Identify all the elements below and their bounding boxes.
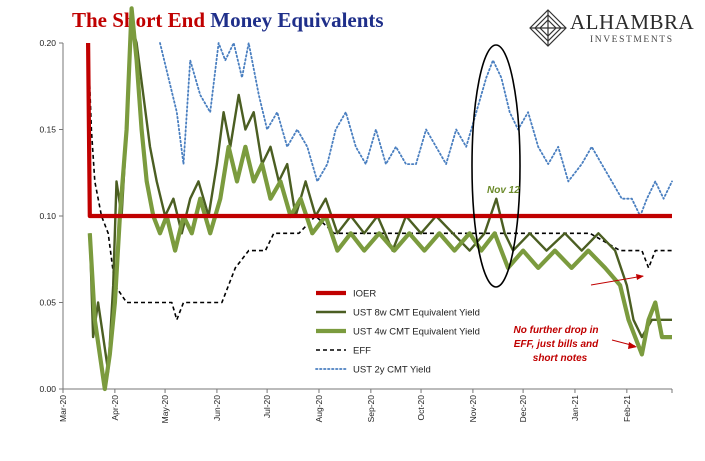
series-line-4 bbox=[159, 42, 673, 217]
x-tick-label: Feb-21 bbox=[622, 395, 632, 422]
alhambra-diamond-icon bbox=[529, 9, 567, 47]
x-tick-label: May-20 bbox=[160, 395, 170, 424]
y-tick-label: 0.00 bbox=[39, 384, 56, 394]
annotation-nov12: Nov 12 bbox=[487, 185, 520, 196]
series-line-3 bbox=[87, 42, 672, 321]
series-line-1 bbox=[88, 24, 672, 373]
annotations: Nov 12 No further drop in EFF, just bills … bbox=[471, 44, 644, 364]
y-tick-label: 0.15 bbox=[39, 125, 56, 135]
chart-title-part1: The Short End bbox=[72, 8, 206, 32]
x-tick-label: Jun-20 bbox=[212, 395, 222, 421]
x-tick-label: Nov-20 bbox=[468, 395, 478, 423]
nov-highlight-ellipse bbox=[471, 44, 521, 288]
annotation-note-line: No further drop in bbox=[514, 325, 599, 336]
y-tick-label: 0.20 bbox=[39, 38, 56, 48]
legend-label: IOER bbox=[353, 289, 376, 300]
arrow-head-icon bbox=[628, 342, 637, 349]
arrow-head-icon bbox=[636, 274, 644, 280]
legend-label: UST 8w CMT Equivalent Yield bbox=[353, 308, 480, 319]
x-tick-label: Sep-20 bbox=[366, 395, 376, 423]
legend-label: EFF bbox=[353, 346, 371, 357]
y-tick-label: 0.05 bbox=[39, 298, 56, 308]
x-tick-label: Jan-21 bbox=[570, 395, 580, 421]
x-tick-label: Apr-20 bbox=[110, 395, 120, 421]
series-line-2 bbox=[87, 6, 672, 392]
annotation-note-line: short notes bbox=[533, 353, 588, 364]
x-tick-label: Dec-20 bbox=[518, 395, 528, 423]
brand-subtitle: INVESTMENTS bbox=[590, 35, 674, 45]
x-tick-label: Aug-20 bbox=[314, 395, 324, 423]
legend-label: UST 2y CMT Yield bbox=[353, 365, 431, 376]
legend-label: UST 4w CMT Equivalent Yield bbox=[353, 327, 480, 338]
x-tick-label: Jul-20 bbox=[262, 395, 272, 418]
annotation-note-line: EFF, just bills and bbox=[514, 339, 599, 350]
series-line-0 bbox=[86, 42, 672, 219]
brand-logo: ALHAMBRA INVESTMENTS bbox=[528, 8, 698, 48]
x-tick-label: Oct-20 bbox=[416, 395, 426, 421]
chart-axes: 0.00 0.05 0.10 0.15 0.20 Mar-20 Apr-20 May-20 Ju… bbox=[39, 38, 673, 424]
y-tick-label: 0.10 bbox=[39, 211, 56, 221]
chart-title-part2: Money Equivalents bbox=[210, 8, 384, 32]
series-layer bbox=[86, 6, 673, 392]
brand-name: ALHAMBRA bbox=[570, 10, 695, 34]
legend: IOER UST 8w CMT Equivalent Yield UST 4w CM… bbox=[315, 289, 480, 376]
chart-title: The Short End Money Equivalents bbox=[72, 8, 384, 33]
x-tick-label: Mar-20 bbox=[58, 395, 68, 422]
annotation-arrow-upper bbox=[590, 275, 644, 286]
